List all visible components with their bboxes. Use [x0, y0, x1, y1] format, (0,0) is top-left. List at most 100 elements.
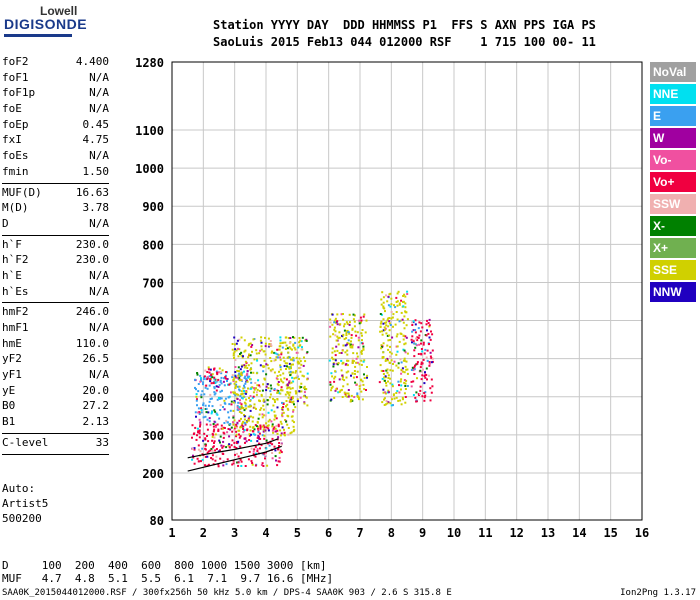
- echo-pixel: [292, 400, 295, 403]
- echo-pixel: [389, 292, 392, 295]
- echo-pixel: [276, 353, 279, 356]
- echo-pixel: [427, 322, 430, 324]
- echo-pixel: [347, 370, 350, 373]
- echo-pixel: [414, 329, 417, 331]
- echo-pixel: [297, 360, 300, 363]
- echo-pixel: [236, 421, 239, 424]
- echo-pixel: [411, 324, 414, 326]
- echo-pixel: [199, 423, 202, 426]
- echo-pixel: [204, 404, 207, 407]
- echo-pixel: [238, 406, 241, 409]
- echo-pixel: [242, 431, 245, 434]
- echo-pixel: [363, 373, 365, 376]
- echo-pixel: [265, 422, 268, 425]
- echo-pixel: [199, 380, 202, 383]
- echo-pixel: [350, 340, 352, 343]
- echo-pixel: [252, 453, 255, 456]
- echo-pixel: [280, 386, 283, 389]
- echo-pixel: [204, 455, 207, 458]
- echo-pixel: [207, 440, 210, 443]
- echo-pixel: [420, 378, 423, 381]
- legend-item-sse: SSE: [650, 260, 696, 280]
- echo-pixel: [228, 435, 231, 438]
- echo-pixel: [381, 333, 384, 336]
- echo-pixel: [279, 356, 282, 359]
- echo-pixel: [355, 334, 358, 337]
- echo-pixel: [238, 419, 241, 422]
- echo-pixel: [279, 392, 282, 395]
- autoscaling-info: Auto: Artist5 500200: [2, 481, 48, 526]
- echo-pixel: [388, 362, 391, 364]
- echo-pixel: [238, 429, 241, 432]
- echo-pixel: [241, 397, 244, 400]
- echo-pixel: [251, 420, 254, 423]
- echo-pixel: [196, 372, 199, 374]
- echo-pixel: [404, 306, 407, 309]
- param-value: N/A: [89, 216, 109, 230]
- echo-pixel: [333, 380, 336, 383]
- echo-pixel: [333, 321, 336, 324]
- echo-pixel: [335, 345, 338, 348]
- echo-pixel: [233, 427, 236, 430]
- echo-pixel: [423, 375, 426, 377]
- echo-pixel: [209, 393, 212, 396]
- echo-pixel: [230, 403, 233, 406]
- echo-pixel: [382, 388, 385, 391]
- echo-pixel: [232, 421, 234, 424]
- echo-pixel: [237, 370, 240, 373]
- echo-pixel: [275, 424, 278, 427]
- param-name: hmF1: [2, 321, 29, 334]
- echo-pixel: [334, 354, 337, 357]
- echo-pixel: [264, 353, 267, 356]
- echo-pixel: [232, 352, 235, 355]
- echo-pixel: [348, 313, 351, 316]
- echo-pixel: [346, 359, 348, 362]
- echo-pixel: [286, 423, 289, 426]
- echo-pixel: [354, 381, 357, 384]
- echo-pixel: [257, 431, 260, 434]
- echo-pixel: [411, 321, 414, 324]
- echo-pixel: [210, 448, 213, 450]
- echo-pixel: [270, 387, 273, 390]
- echo-pixel: [274, 415, 277, 418]
- echo-pixel: [290, 363, 293, 366]
- echo-pixel: [338, 378, 341, 381]
- echo-pixel: [213, 440, 216, 443]
- echo-pixel: [249, 368, 252, 371]
- echo-pixel: [340, 352, 343, 354]
- echo-pixel: [219, 409, 222, 411]
- echo-pixel: [380, 347, 383, 350]
- y-tick-label: 80: [150, 514, 164, 528]
- echo-pixel: [264, 457, 266, 460]
- echo-pixel: [231, 374, 234, 377]
- echo-pixel: [406, 372, 409, 375]
- echo-pixel: [219, 379, 222, 382]
- echo-pixel: [303, 402, 306, 405]
- echo-pixel: [289, 432, 292, 435]
- echo-pixel: [211, 449, 214, 452]
- echo-pixel: [236, 406, 239, 409]
- echo-pixel: [382, 351, 385, 354]
- echo-pixel: [271, 452, 274, 454]
- echo-pixel: [342, 313, 344, 315]
- echo-pixel: [426, 349, 429, 352]
- echo-pixel: [383, 397, 386, 400]
- echo-pixel: [226, 431, 229, 434]
- echo-pixel: [336, 363, 339, 366]
- auto-label: Auto:: [2, 482, 36, 495]
- echo-pixel: [343, 379, 346, 382]
- echo-pixel: [209, 423, 212, 426]
- echo-pixel: [332, 365, 335, 368]
- echo-pixel: [267, 424, 270, 427]
- echo-pixel: [266, 383, 269, 386]
- echo-pixel: [225, 463, 228, 466]
- echo-pixel: [274, 427, 277, 430]
- echo-pixel: [382, 322, 385, 325]
- echo-pixel: [242, 395, 245, 398]
- echo-pixel: [331, 351, 334, 354]
- echo-pixel: [423, 382, 426, 385]
- echo-pixel: [267, 427, 270, 430]
- echo-pixel: [404, 382, 407, 385]
- echo-pixel: [238, 388, 240, 391]
- echo-pixel: [195, 393, 198, 396]
